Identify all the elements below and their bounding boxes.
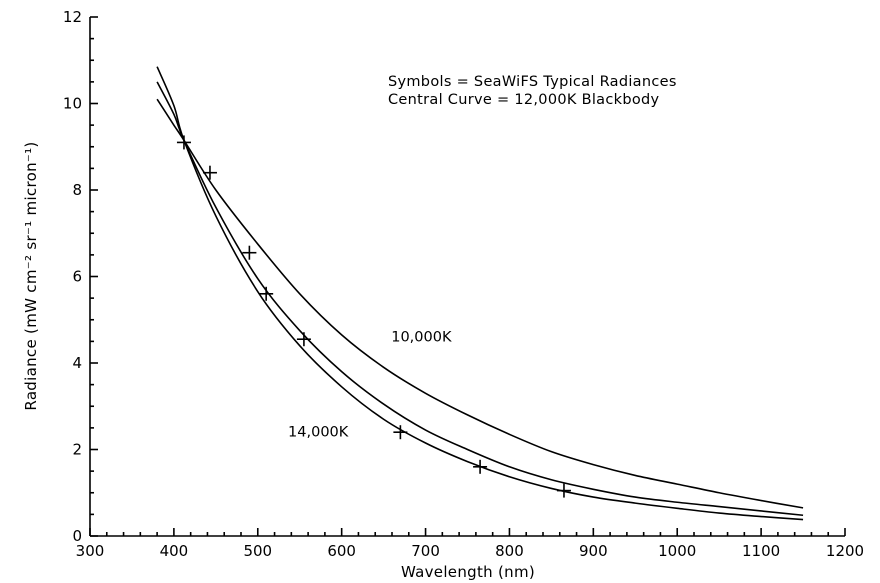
curve-10000k [156,98,804,509]
curve-label-1: 14,000K [288,425,349,441]
radiance-marker-765 [473,459,488,474]
annotation-central-curve: Central Curve = 12,000K Blackbody [388,92,660,108]
x-tick-label-700: 700 [411,542,440,560]
y-axis-label: Radiance (mW cm⁻² sr⁻¹ micron⁻¹) [22,141,40,410]
y-tick-label-4: 4 [72,354,82,372]
x-tick-label-800: 800 [495,542,524,560]
radiance-marker-412 [176,135,191,150]
y-tick-label-6: 6 [72,268,82,286]
x-tick-label-600: 600 [327,542,356,560]
x-tick-label-1200: 1200 [826,542,864,560]
y-tick-label-8: 8 [72,181,82,199]
y-ticks: 0 2 4 6 8 10 12 [63,8,98,545]
y-tick-label-0: 0 [72,527,82,545]
radiance-marker-555 [296,332,311,347]
x-ticks: 300 400 500 600 700 800 900 1000 1100 1200 [76,528,864,560]
x-axis-label: Wavelength (nm) [401,563,535,581]
x-tick-label-900: 900 [579,542,608,560]
y-tick-label-12: 12 [63,8,82,26]
x-tick-label-1000: 1000 [658,542,696,560]
x-tick-label-500: 500 [243,542,272,560]
radiance-marker-490 [242,245,257,260]
x-tick-label-1100: 1100 [742,542,780,560]
curve-14000k [156,66,804,521]
radiance-marker-443 [202,165,217,180]
y-tick-label-10: 10 [63,95,82,113]
radiance-marker-510 [259,286,274,301]
curve-label-0: 10,000K [391,329,452,345]
curve-12000k [156,81,804,517]
x-tick-label-300: 300 [76,542,105,560]
radiance-marker-865 [556,483,571,498]
curves [156,66,804,521]
radiance-markers [176,135,571,498]
curve-labels: 10,000K 14,000K [288,329,452,440]
y-tick-label-2: 2 [72,441,82,459]
radiance-marker-670 [393,425,408,440]
annotation-symbols: Symbols = SeaWiFS Typical Radiances [388,74,677,90]
x-tick-label-400: 400 [160,542,189,560]
